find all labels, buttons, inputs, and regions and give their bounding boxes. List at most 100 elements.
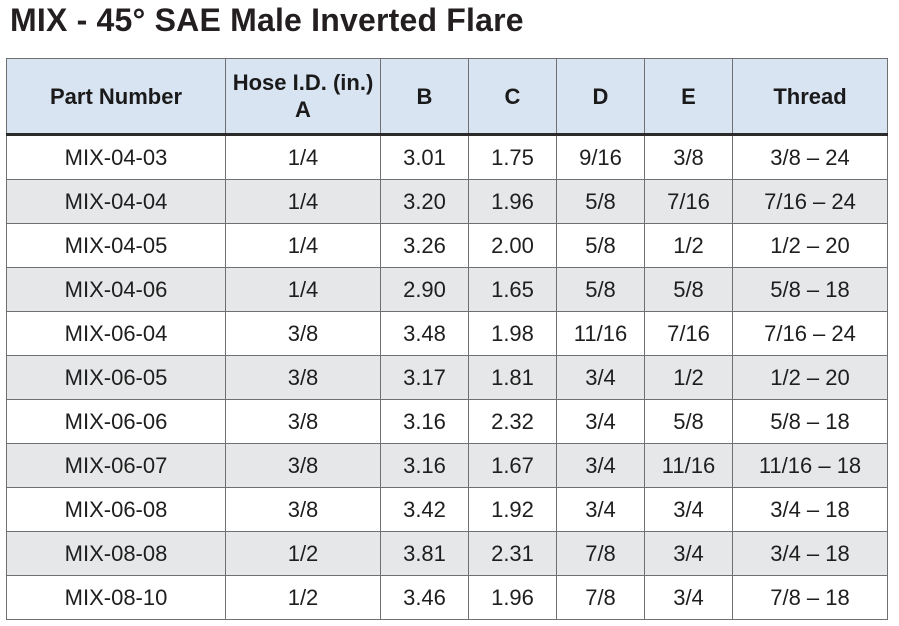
thread-cell: 7/8 – 18 [732, 575, 888, 620]
c-cell: 1.67 [468, 443, 557, 488]
e-cell: 1/2 [644, 355, 733, 400]
table-row: MIX-04-04 1/4 3.20 1.96 5/8 7/16 7/16 – 24 [6, 179, 888, 224]
c-cell: 1.96 [468, 575, 557, 620]
hose-id-cell: 1/4 [225, 267, 381, 312]
header-b: B [380, 58, 469, 136]
d-cell: 3/4 [556, 443, 645, 488]
b-cell: 2.90 [380, 267, 469, 312]
d-cell: 7/8 [556, 531, 645, 576]
c-cell: 1.75 [468, 134, 557, 180]
thread-cell: 1/2 – 20 [732, 355, 888, 400]
part-number-cell: MIX-06-05 [6, 355, 226, 400]
e-cell: 7/16 [644, 311, 733, 356]
part-number-cell: MIX-06-04 [6, 311, 226, 356]
table-row: MIX-08-10 1/2 3.46 1.96 7/8 3/4 7/8 – 18 [6, 575, 888, 620]
thread-cell: 3/4 – 18 [732, 531, 888, 576]
b-cell: 3.48 [380, 311, 469, 356]
d-cell: 9/16 [556, 134, 645, 180]
table-row: MIX-04-05 1/4 3.26 2.00 5/8 1/2 1/2 – 20 [6, 223, 888, 268]
c-cell: 1.96 [468, 179, 557, 224]
d-cell: 7/8 [556, 575, 645, 620]
b-cell: 3.26 [380, 223, 469, 268]
thread-cell: 7/16 – 24 [732, 311, 888, 356]
thread-cell: 5/8 – 18 [732, 267, 888, 312]
header-c: C [468, 58, 557, 136]
thread-cell: 5/8 – 18 [732, 399, 888, 444]
table-row: MIX-06-08 3/8 3.42 1.92 3/4 3/4 3/4 – 18 [6, 487, 888, 532]
header-row: Part Number Hose I.D. (in.) A B C D E Th… [6, 58, 888, 136]
table-row: MIX-04-03 1/4 3.01 1.75 9/16 3/8 3/8 – 24 [6, 134, 888, 180]
table-row: MIX-06-07 3/8 3.16 1.67 3/4 11/16 11/16 – 18 [6, 443, 888, 488]
c-cell: 1.92 [468, 487, 557, 532]
e-cell: 3/4 [644, 531, 733, 576]
hose-id-cell: 3/8 [225, 399, 381, 444]
table-row: MIX-08-08 1/2 3.81 2.31 7/8 3/4 3/4 – 18 [6, 531, 888, 576]
d-cell: 11/16 [556, 311, 645, 356]
e-cell: 3/4 [644, 487, 733, 532]
table-body: MIX-04-03 1/4 3.01 1.75 9/16 3/8 3/8 – 24 MIX-0… [6, 134, 888, 620]
e-cell: 7/16 [644, 179, 733, 224]
b-cell: 3.20 [380, 179, 469, 224]
b-cell: 3.17 [380, 355, 469, 400]
header-hose-id: Hose I.D. (in.) A [225, 58, 381, 136]
part-number-cell: MIX-04-06 [6, 267, 226, 312]
header-hose-id-label: Hose I.D. (in.) [232, 70, 374, 95]
thread-cell: 11/16 – 18 [732, 443, 888, 488]
table-row: MIX-04-06 1/4 2.90 1.65 5/8 5/8 5/8 – 18 [6, 267, 888, 312]
b-cell: 3.16 [380, 399, 469, 444]
table-header: Part Number Hose I.D. (in.) A B C D E Th… [6, 58, 888, 136]
header-part-number: Part Number [6, 58, 226, 136]
c-cell: 1.98 [468, 311, 557, 356]
part-number-cell: MIX-06-07 [6, 443, 226, 488]
e-cell: 3/4 [644, 575, 733, 620]
part-number-cell: MIX-06-08 [6, 487, 226, 532]
d-cell: 5/8 [556, 267, 645, 312]
c-cell: 1.65 [468, 267, 557, 312]
header-thread: Thread [732, 58, 888, 136]
thread-cell: 3/8 – 24 [732, 134, 888, 180]
c-cell: 2.32 [468, 399, 557, 444]
hose-id-cell: 1/2 [225, 575, 381, 620]
part-number-cell: MIX-08-08 [6, 531, 226, 576]
part-number-cell: MIX-08-10 [6, 575, 226, 620]
hose-id-cell: 1/2 [225, 531, 381, 576]
part-number-cell: MIX-06-06 [6, 399, 226, 444]
d-cell: 3/4 [556, 399, 645, 444]
b-cell: 3.42 [380, 487, 469, 532]
b-cell: 3.81 [380, 531, 469, 576]
thread-cell: 1/2 – 20 [732, 223, 888, 268]
hose-id-cell: 3/8 [225, 487, 381, 532]
e-cell: 5/8 [644, 399, 733, 444]
b-cell: 3.01 [380, 134, 469, 180]
hose-id-cell: 3/8 [225, 355, 381, 400]
hose-id-cell: 3/8 [225, 443, 381, 488]
c-cell: 1.81 [468, 355, 557, 400]
e-cell: 1/2 [644, 223, 733, 268]
header-e: E [644, 58, 733, 136]
part-number-cell: MIX-04-05 [6, 223, 226, 268]
c-cell: 2.31 [468, 531, 557, 576]
e-cell: 3/8 [644, 134, 733, 180]
c-cell: 2.00 [468, 223, 557, 268]
table-row: MIX-06-06 3/8 3.16 2.32 3/4 5/8 5/8 – 18 [6, 399, 888, 444]
b-cell: 3.16 [380, 443, 469, 488]
d-cell: 3/4 [556, 487, 645, 532]
spec-table: Part Number Hose I.D. (in.) A B C D E Th… [6, 58, 888, 620]
hose-id-cell: 1/4 [225, 134, 381, 180]
table-row: MIX-06-05 3/8 3.17 1.81 3/4 1/2 1/2 – 20 [6, 355, 888, 400]
page-title: MIX - 45° SAE Male Inverted Flare [10, 2, 524, 38]
d-cell: 5/8 [556, 223, 645, 268]
hose-id-cell: 1/4 [225, 223, 381, 268]
part-number-cell: MIX-04-04 [6, 179, 226, 224]
hose-id-cell: 3/8 [225, 311, 381, 356]
header-hose-id-letter: A [295, 97, 311, 122]
e-cell: 5/8 [644, 267, 733, 312]
thread-cell: 3/4 – 18 [732, 487, 888, 532]
d-cell: 5/8 [556, 179, 645, 224]
thread-cell: 7/16 – 24 [732, 179, 888, 224]
e-cell: 11/16 [644, 443, 733, 488]
table-row: MIX-06-04 3/8 3.48 1.98 11/16 7/16 7/16 – 24 [6, 311, 888, 356]
b-cell: 3.46 [380, 575, 469, 620]
part-number-cell: MIX-04-03 [6, 134, 226, 180]
header-d: D [556, 58, 645, 136]
